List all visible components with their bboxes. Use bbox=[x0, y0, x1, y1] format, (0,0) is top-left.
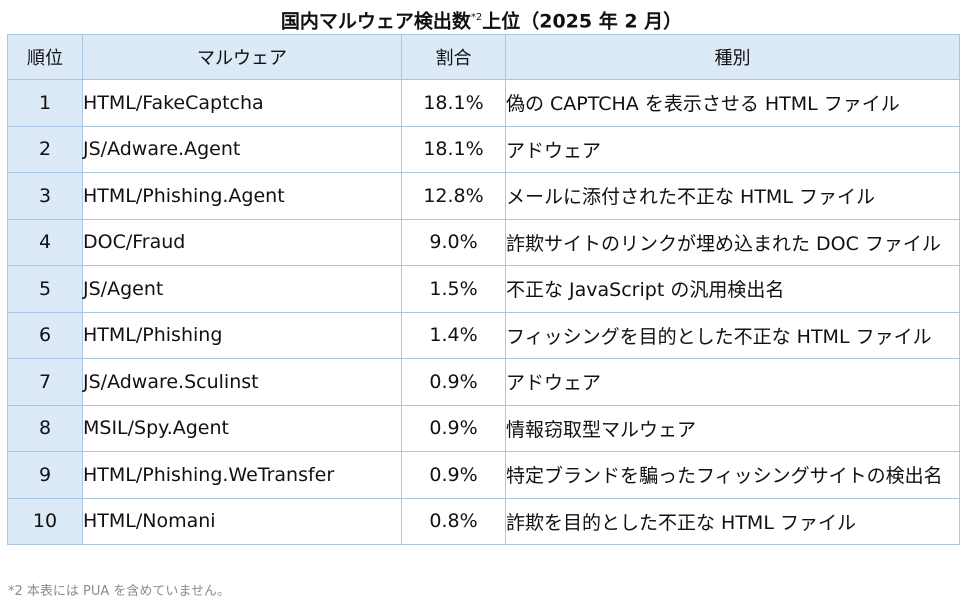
title-footnote-mark: *2 bbox=[470, 12, 483, 23]
table-row: 9 HTML/Phishing.WeTransfer 0.9% 特定ブランドを騙ったフ… bbox=[7, 451, 960, 499]
table-row: 3 HTML/Phishing.Agent 12.8% メールに添付された不正な HT… bbox=[7, 172, 960, 220]
rank-cell: 5 bbox=[7, 265, 83, 313]
ratio-cell: 18.1% bbox=[401, 79, 506, 127]
type-cell: 詐欺を目的とした不正な HTML ファイル bbox=[505, 497, 960, 545]
table-row: 5 JS/Agent 1.5% 不正な JavaScript の汎用検出名 bbox=[7, 265, 960, 313]
table-title: 国内マルウェア検出数*2上位（2025 年 2 月） bbox=[0, 4, 963, 32]
rank-cell: 2 bbox=[7, 125, 83, 173]
type-cell: 詐欺サイトのリンクが埋め込まれた DOC ファイル bbox=[505, 218, 960, 266]
malware-name-cell: HTML/Phishing.Agent bbox=[82, 172, 402, 220]
footnote: *2 本表には PUA を含めていません。 bbox=[8, 584, 231, 599]
table-row: 7 JS/Adware.Sculinst 0.9% アドウェア bbox=[7, 358, 960, 406]
type-cell: アドウェア bbox=[505, 358, 960, 406]
table-row: 1 HTML/FakeCaptcha 18.1% 偽の CAPTCHA を表示させる … bbox=[7, 79, 960, 127]
malware-name-cell: JS/Adware.Agent bbox=[82, 125, 402, 173]
table-row: 8 MSIL/Spy.Agent 0.9% 情報窃取型マルウェア bbox=[7, 404, 960, 452]
table-row: 6 HTML/Phishing 1.4% フィッシングを目的とした不正な HTML フ… bbox=[7, 311, 960, 359]
rank-cell: 1 bbox=[7, 79, 83, 127]
malware-name-cell: MSIL/Spy.Agent bbox=[82, 404, 402, 452]
rank-cell: 3 bbox=[7, 172, 83, 220]
ratio-cell: 12.8% bbox=[401, 172, 506, 220]
rank-cell: 10 bbox=[7, 497, 83, 545]
ratio-cell: 1.4% bbox=[401, 311, 506, 359]
ratio-cell: 9.0% bbox=[401, 218, 506, 266]
type-cell: アドウェア bbox=[505, 125, 960, 173]
type-cell: 特定ブランドを騙ったフィッシングサイトの検出名 bbox=[505, 451, 960, 499]
rank-cell: 6 bbox=[7, 311, 83, 359]
malware-ranking-table: 順位 マルウェア 割合 種別 1 HTML/FakeCaptcha 18.1% 偽の … bbox=[7, 34, 960, 545]
title-main: 国内マルウェア検出数 bbox=[280, 10, 471, 33]
ratio-cell: 1.5% bbox=[401, 265, 506, 313]
table-row: 2 JS/Adware.Agent 18.1% アドウェア bbox=[7, 125, 960, 173]
malware-name-cell: HTML/FakeCaptcha bbox=[82, 79, 402, 127]
ratio-cell: 0.9% bbox=[401, 451, 506, 499]
ratio-cell: 0.9% bbox=[401, 358, 506, 406]
type-cell: 不正な JavaScript の汎用検出名 bbox=[505, 265, 960, 313]
type-cell: メールに添付された不正な HTML ファイル bbox=[505, 172, 960, 220]
table-row: 10 HTML/Nomani 0.8% 詐欺を目的とした不正な HTML ファイル bbox=[7, 497, 960, 545]
header-rank: 順位 bbox=[7, 34, 83, 80]
ratio-cell: 0.8% bbox=[401, 497, 506, 545]
malware-name-cell: JS/Adware.Sculinst bbox=[82, 358, 402, 406]
header-type: 種別 bbox=[505, 34, 960, 80]
ratio-cell: 0.9% bbox=[401, 404, 506, 452]
rank-cell: 9 bbox=[7, 451, 83, 499]
type-cell: 情報窃取型マルウェア bbox=[505, 404, 960, 452]
rank-cell: 8 bbox=[7, 404, 83, 452]
ratio-cell: 18.1% bbox=[401, 125, 506, 173]
header-ratio: 割合 bbox=[401, 34, 506, 80]
malware-name-cell: JS/Agent bbox=[82, 265, 402, 313]
malware-name-cell: HTML/Phishing bbox=[82, 311, 402, 359]
header-malware: マルウェア bbox=[82, 34, 402, 80]
malware-name-cell: DOC/Fraud bbox=[82, 218, 402, 266]
rank-cell: 7 bbox=[7, 358, 83, 406]
table-row: 4 DOC/Fraud 9.0% 詐欺サイトのリンクが埋め込まれた DOC ファイル bbox=[7, 218, 960, 266]
type-cell: 偽の CAPTCHA を表示させる HTML ファイル bbox=[505, 79, 960, 127]
type-cell: フィッシングを目的とした不正な HTML ファイル bbox=[505, 311, 960, 359]
rank-cell: 4 bbox=[7, 218, 83, 266]
malware-name-cell: HTML/Nomani bbox=[82, 497, 402, 545]
table-header-row: 順位 マルウェア 割合 種別 bbox=[7, 34, 960, 80]
title-suffix: 上位（2025 年 2 月） bbox=[482, 10, 683, 33]
malware-name-cell: HTML/Phishing.WeTransfer bbox=[82, 451, 402, 499]
